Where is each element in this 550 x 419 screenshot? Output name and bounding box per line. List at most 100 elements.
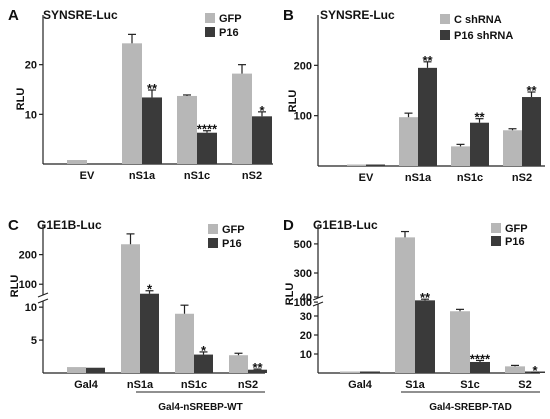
group-label: Gal4-nSREBP-WT <box>158 402 242 413</box>
bar-series1-ns2 <box>229 355 248 373</box>
bar-series1-ns2 <box>232 73 252 164</box>
y-axis-label: RLU <box>9 275 21 298</box>
x-tick-label: S2 <box>518 379 531 391</box>
x-tick-label: nS1c <box>181 379 207 391</box>
x-tick-label: Gal4 <box>74 379 99 391</box>
y-tick-label: 100 <box>294 297 312 309</box>
bar-series1-gal4 <box>67 367 86 373</box>
significance-marker: * <box>201 343 207 358</box>
bar-series1-s1c <box>450 311 470 373</box>
bar-series1-ns1a <box>121 244 140 373</box>
y-axis-label: RLU <box>284 283 296 306</box>
legend-label: GFP <box>505 223 528 235</box>
panel-letter: B <box>283 7 294 24</box>
significance-marker: ** <box>420 290 431 305</box>
x-tick-label: nS1c <box>457 172 483 184</box>
x-tick-label: S1a <box>405 379 425 391</box>
y-axis-label: RLU <box>15 88 27 111</box>
bar-series2-ns1a <box>142 97 162 164</box>
bar-series2-s1c <box>470 361 490 373</box>
axis-break-mark <box>312 301 324 307</box>
legend-label: P16 <box>222 238 242 250</box>
significance-marker: ** <box>422 53 433 68</box>
y-tick-label: 100 <box>19 279 37 291</box>
bar-series2-ns1c <box>194 354 213 373</box>
axis-break-mark <box>312 295 324 301</box>
significance-marker: * <box>259 103 265 118</box>
x-tick-label: EV <box>80 170 95 182</box>
legend-label: C shRNA <box>454 14 502 26</box>
bar-series2-ns1a <box>140 293 159 373</box>
chart-title: G1E1B-Luc <box>37 218 102 232</box>
bar-series2-ns2 <box>522 97 541 166</box>
legend-label: P16 <box>505 236 525 248</box>
y-tick-label: 10 <box>300 349 312 361</box>
bar-series1-ev <box>347 164 366 166</box>
legend-swatch <box>440 14 450 24</box>
x-tick-label: nS1a <box>129 170 156 182</box>
y-axis-label: RLU <box>287 90 299 113</box>
bar-series1-s1a <box>395 237 415 373</box>
y-tick-label: 200 <box>294 60 312 72</box>
x-tick-label: nS2 <box>512 172 532 184</box>
legend-swatch <box>205 27 215 37</box>
legend-swatch <box>491 236 501 246</box>
bar-series2-s1a <box>415 300 435 373</box>
significance-marker: * <box>147 282 153 297</box>
x-tick-label: Gal4 <box>348 379 373 391</box>
y-tick-label: 20 <box>25 60 37 72</box>
y-tick-label: 200 <box>19 250 37 262</box>
bar-series1-ns1c <box>175 313 194 373</box>
bar-series2-ns2 <box>248 369 267 373</box>
significance-marker: * <box>532 363 538 378</box>
legend-swatch <box>205 13 215 23</box>
x-tick-label: nS1a <box>405 172 432 184</box>
axis-break-mark <box>37 298 49 304</box>
group-label: Gal4-SREBP-TAD <box>429 402 512 413</box>
bar-series2-ev <box>366 164 385 166</box>
legend-swatch <box>208 238 218 248</box>
significance-marker: ** <box>147 81 158 96</box>
bar-series1-ev <box>67 160 87 164</box>
bar-series1-s2 <box>505 366 525 373</box>
bar-series2-ns2 <box>252 116 272 164</box>
chart-title: G1E1B-Luc <box>313 218 378 232</box>
bar-series1-ns1a <box>399 117 418 166</box>
chart-title: SYNSRE-Luc <box>320 8 395 22</box>
y-tick-label: 30 <box>300 311 312 323</box>
bar-series2-ns1c <box>197 132 217 164</box>
x-tick-label: EV <box>359 172 374 184</box>
y-tick-label: 10 <box>25 302 37 314</box>
bar-series2-gal4 <box>360 371 380 373</box>
y-tick-label: 40 <box>300 292 312 304</box>
legend-swatch <box>440 30 450 40</box>
axis-break-mark <box>37 292 49 298</box>
bar-series1-ns1c <box>451 146 470 166</box>
panel-letter: D <box>283 217 294 234</box>
bar-series2-gal4 <box>86 367 105 373</box>
bar-series1-gal4 <box>340 371 360 373</box>
legend-label: GFP <box>219 13 242 25</box>
y-tick-label: 100 <box>294 111 312 123</box>
legend-swatch <box>208 224 218 234</box>
significance-marker: ** <box>526 83 537 98</box>
y-tick-label: 300 <box>294 268 312 280</box>
y-tick-label: 5 <box>31 335 37 347</box>
bar-series1-ns1c <box>177 95 197 164</box>
legend-label: P16 shRNA <box>454 30 513 42</box>
panel-letter: C <box>8 217 19 234</box>
legend-swatch <box>491 223 501 233</box>
x-tick-label: nS1c <box>184 170 210 182</box>
y-tick-label: 10 <box>25 109 37 121</box>
bar-series2-ns1a <box>418 67 437 166</box>
y-tick-label: 500 <box>294 239 312 251</box>
bar-series1-ns1a <box>122 43 142 165</box>
legend-label: GFP <box>222 224 245 236</box>
chart-panel-c: C G1E1B-Luc RLU 5 10 100 200 Gal4 * nS1a * nS1c ** nS… <box>8 217 267 413</box>
x-tick-label: S1c <box>460 379 480 391</box>
bar-series1-ns2 <box>503 130 522 166</box>
x-tick-label: nS1a <box>127 379 154 391</box>
